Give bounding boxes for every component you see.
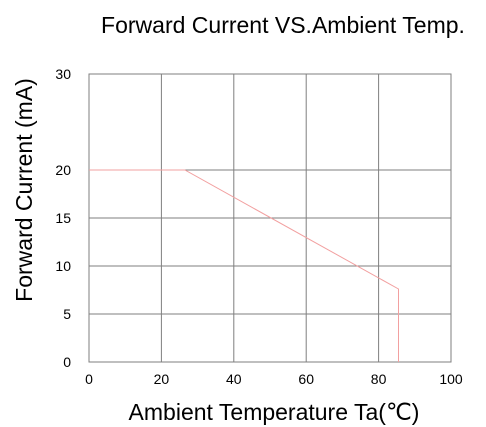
y-tick-label: 5 [63,306,71,322]
series-layer [89,169,399,362]
x-tick-label: 60 [298,371,314,387]
plot-area-frame [88,73,452,363]
x-axis-ticks: 0 20 40 60 80 100 [85,371,463,387]
chart-title: Forward Current VS.Ambient Temp. [101,12,465,38]
grid [88,73,452,363]
derating-curve-line [89,169,399,362]
x-tick-label: 100 [439,371,463,387]
y-axis-ticks: 0 5 10 15 20 30 [55,66,71,370]
y-tick-label: 0 [63,354,71,370]
x-axis-label: Ambient Temperature Ta(℃) [129,399,420,425]
x-tick-label: 40 [226,371,242,387]
x-tick-label: 20 [154,371,170,387]
y-axis-label: Forward Current (mA) [11,78,37,302]
y-tick-label: 30 [55,66,71,82]
y-tick-label: 15 [55,210,71,226]
y-tick-label: 10 [55,258,71,274]
x-tick-label: 80 [371,371,387,387]
x-tick-label: 0 [85,371,93,387]
y-tick-label: 20 [55,162,71,178]
